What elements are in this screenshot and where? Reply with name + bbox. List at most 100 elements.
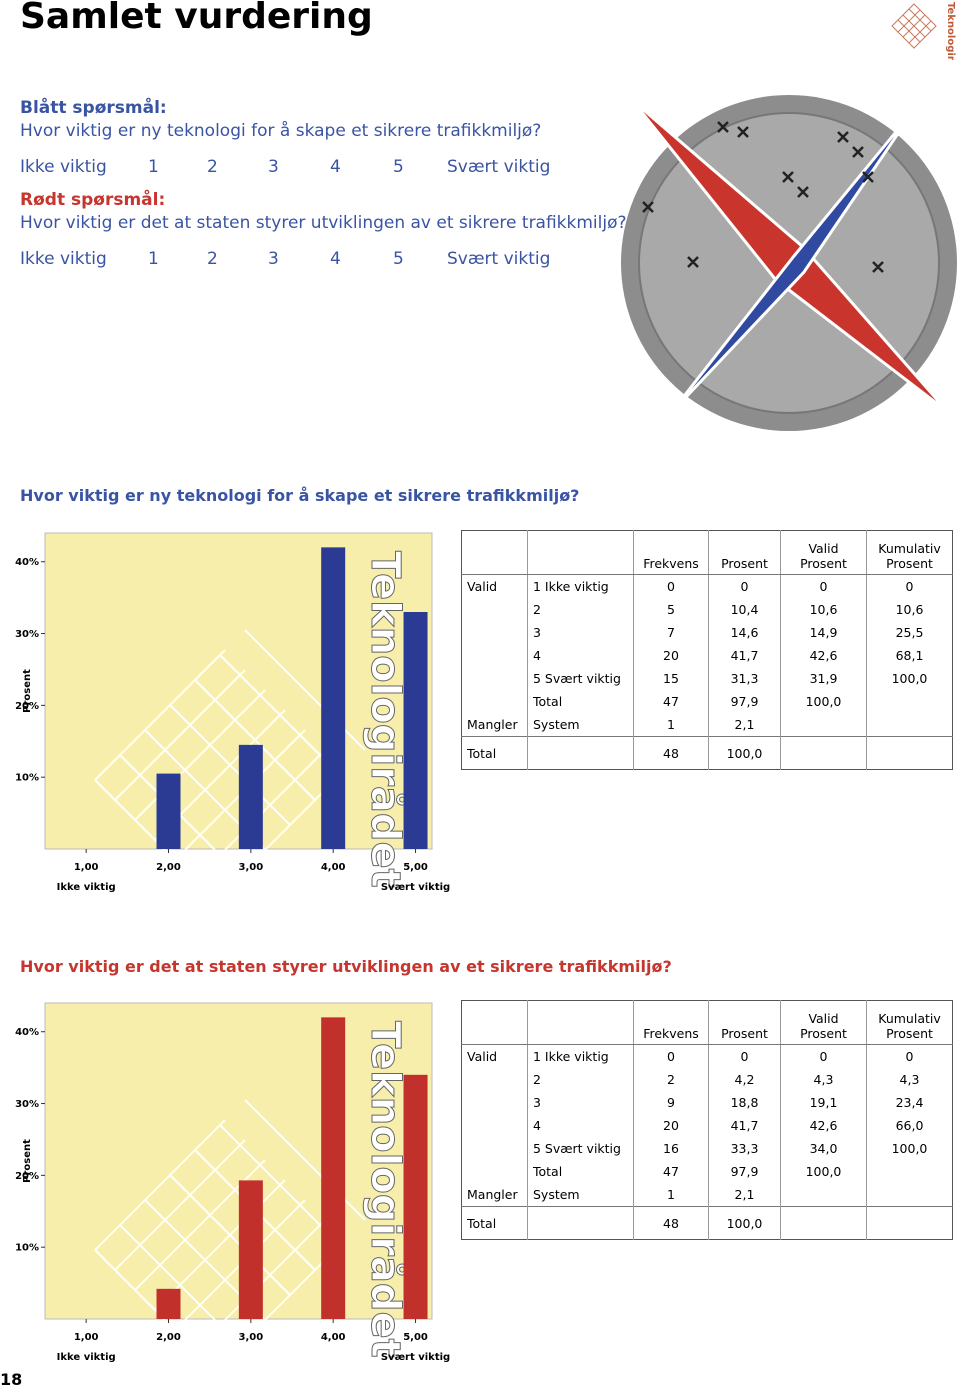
y-tick-label: 10% xyxy=(15,773,39,784)
table-row: 5 Svært viktig 16 33,3 34,0 100,0 xyxy=(462,1137,953,1160)
x-tick-label: 3,00 xyxy=(239,862,264,873)
scale: Ikke viktig 1 2 3 4 5 Svært viktig xyxy=(0,249,600,273)
header-cell xyxy=(461,1000,528,1045)
table-cell: 97,9 xyxy=(708,690,781,713)
header-cell: Prosent xyxy=(708,530,781,575)
page-title: Samlet vurdering xyxy=(20,0,373,37)
header-cell: Valid Prosent xyxy=(780,1000,867,1045)
table-cell: 47 xyxy=(633,1160,709,1183)
table-cell xyxy=(462,621,528,644)
bar xyxy=(403,612,428,849)
bar xyxy=(403,1074,428,1319)
header-row: Frekvens Prosent Valid Prosent Kumulativ Pr… xyxy=(461,530,953,575)
table-cell: Valid xyxy=(467,1049,498,1064)
table-cell xyxy=(462,1137,528,1160)
table-cell: 10,4 xyxy=(708,598,781,621)
table-cell: Total xyxy=(527,1160,634,1183)
x-tick-label: 2,00 xyxy=(156,862,181,873)
table-cell: Total xyxy=(461,736,528,770)
table-row: 3 7 14,6 14,9 25,5 xyxy=(462,621,953,644)
x-tick-label: 2,00 xyxy=(156,1332,181,1343)
scale-label: Ikke viktig xyxy=(20,249,107,269)
table-cell: 48 xyxy=(633,1206,709,1240)
x-tick-label: 4,00 xyxy=(321,1332,346,1343)
table-row: Mangler System 1 2,1 xyxy=(462,713,953,737)
table-cell: 1 xyxy=(633,1183,709,1207)
x-tick-label: 4,00 xyxy=(321,862,346,873)
bar xyxy=(321,1017,346,1319)
table-cell xyxy=(780,1183,867,1207)
scale-label: 4 xyxy=(330,249,341,269)
table-cell xyxy=(462,1160,528,1183)
watermark: Teknologirådet xyxy=(362,1021,409,1358)
table-cell: 41,7 xyxy=(708,1114,781,1137)
table-cell: 100,0 xyxy=(866,667,953,690)
table-cell: 2 xyxy=(633,1068,709,1091)
table-cell: 25,5 xyxy=(866,621,953,644)
x-tick-label: 5,00 xyxy=(403,1332,428,1343)
table-cell: Mangler xyxy=(467,1187,518,1202)
table-cell: 5 xyxy=(633,598,709,621)
table-row: 4 20 41,7 42,6 66,0 xyxy=(462,1114,953,1137)
table-cell: 100,0 xyxy=(780,1160,867,1183)
table-cell: Total xyxy=(461,1206,528,1240)
table-cell: 66,0 xyxy=(866,1114,953,1137)
scale-label: 5 xyxy=(393,157,404,177)
table-cell: 48 xyxy=(633,736,709,770)
table-cell: 18,8 xyxy=(708,1091,781,1114)
header-cell xyxy=(527,1000,634,1045)
table-cell xyxy=(866,1183,953,1207)
table-row: Valid 1 Ikke viktig 0 0 0 0 xyxy=(462,574,953,598)
table-cell: 97,9 xyxy=(708,1160,781,1183)
chart: Teknologirådet 10% 20% 30% 40% Prosent 1,00 2,0… xyxy=(15,1002,450,1370)
header-row: Frekvens Prosent Valid Prosent Kumulativ Pr… xyxy=(461,1000,953,1045)
table-cell: 0 xyxy=(866,574,953,598)
scale-label: 1 xyxy=(148,157,159,177)
header-cell xyxy=(527,530,634,575)
header-cell: Frekvens xyxy=(633,1000,709,1045)
question-label: Blått spørsmål: xyxy=(20,98,167,118)
table-cell: 1 Ikke viktig xyxy=(527,574,634,598)
scale-label: Svært viktig xyxy=(447,249,551,269)
y-tick-label: 40% xyxy=(15,1027,39,1038)
table-cell: 14,6 xyxy=(708,621,781,644)
table-row: 5 Svært viktig 15 31,3 31,9 100,0 xyxy=(462,667,953,690)
y-tick-label: 20% xyxy=(15,1171,39,1182)
table-row: Valid 1 Ikke viktig 0 0 0 0 xyxy=(462,1044,953,1068)
header-cell: Frekvens xyxy=(633,530,709,575)
table-cell: 4,3 xyxy=(780,1068,867,1091)
table-row: Total 47 97,9 100,0 xyxy=(462,690,953,713)
header-cell: Kumulativ Prosent xyxy=(866,1000,953,1045)
table-cell: 2,1 xyxy=(708,1183,781,1207)
x-tick-label: 3,00 xyxy=(239,1332,264,1343)
table-row: Total 48 100,0 xyxy=(461,736,953,770)
x-tick-label: 1,00 xyxy=(74,1332,99,1343)
table-cell xyxy=(866,1206,953,1240)
table-cell: 100,0 xyxy=(780,690,867,713)
section-heading: Hvor viktig er ny teknologi for å skape … xyxy=(20,486,580,505)
table-row: Total 48 100,0 xyxy=(461,1206,953,1240)
scale-label: 2 xyxy=(207,249,218,269)
frequency-table: Frekvens Prosent Valid Prosent Kumulativ Pr… xyxy=(461,1000,953,1240)
blue-arm xyxy=(668,109,916,416)
table-cell: 9 xyxy=(633,1091,709,1114)
table-cell: 2 xyxy=(527,1068,634,1091)
table-cell: 41,7 xyxy=(708,644,781,667)
table-row: Total 47 97,9 100,0 xyxy=(462,1160,953,1183)
bar xyxy=(156,1288,181,1319)
scale-label: 1 xyxy=(148,249,159,269)
table-cell: 0 xyxy=(633,574,709,598)
bar xyxy=(238,1180,263,1319)
table-cell: System xyxy=(527,1183,634,1207)
table-cell xyxy=(462,1068,528,1091)
table-cell xyxy=(866,690,953,713)
table-cell xyxy=(462,667,528,690)
scale-label: Ikke viktig xyxy=(20,157,107,177)
table-cell: 68,1 xyxy=(866,644,953,667)
question-text: Hvor viktig er det at staten styrer utvi… xyxy=(20,213,627,233)
x-end-label: Ikke viktig xyxy=(57,1352,116,1363)
red-arm xyxy=(630,98,950,414)
logo-text: Teknologirådet xyxy=(945,2,958,60)
y-tick-label: 30% xyxy=(15,1099,39,1110)
